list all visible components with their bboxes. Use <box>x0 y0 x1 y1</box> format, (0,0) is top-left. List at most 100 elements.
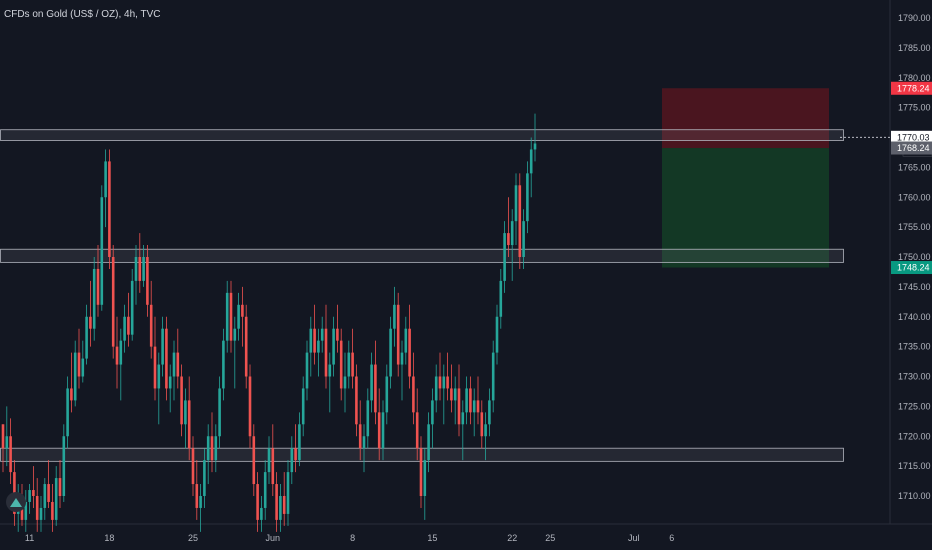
candle <box>108 149 111 269</box>
candle <box>187 376 191 461</box>
candle-body <box>24 501 28 520</box>
candle <box>336 304 339 353</box>
candle-body <box>115 346 119 365</box>
candle <box>96 245 100 317</box>
support-resistance-zone-1[interactable] <box>0 129 844 141</box>
candle <box>119 328 123 401</box>
candle-body <box>203 460 206 496</box>
candle-body <box>339 340 343 389</box>
candle <box>529 137 533 198</box>
time-tick-label: 11 <box>25 533 34 543</box>
candle <box>298 412 301 467</box>
candle <box>172 340 176 401</box>
candle <box>343 352 347 413</box>
candle-body <box>355 376 358 425</box>
candle-body <box>5 436 9 449</box>
candle <box>252 424 256 496</box>
candle <box>286 460 290 526</box>
candle-body <box>149 304 153 347</box>
price-tick-label: 1765.00 <box>898 162 931 172</box>
candle-body <box>32 490 35 496</box>
candle-body <box>305 352 309 389</box>
tradingview-logo[interactable] <box>6 492 26 512</box>
candle <box>488 388 491 437</box>
stop-price-badge: 1778.24 <box>897 83 930 93</box>
candle <box>332 316 335 377</box>
candle <box>237 292 240 341</box>
candle-body <box>465 388 468 413</box>
candle <box>81 340 85 383</box>
candle-body <box>328 364 332 377</box>
candle <box>438 352 442 401</box>
candle <box>127 292 130 347</box>
candle-body <box>507 233 510 246</box>
candle <box>393 286 396 347</box>
candle <box>389 316 392 389</box>
candle <box>58 460 62 508</box>
candle <box>92 257 96 341</box>
candle-body <box>104 161 107 198</box>
candle-body <box>529 149 533 174</box>
candle <box>366 388 370 449</box>
candle <box>457 364 461 437</box>
price-tick-label: 1730.00 <box>898 372 931 382</box>
candle-body <box>168 376 172 389</box>
candle <box>104 149 107 228</box>
candle <box>191 436 195 496</box>
target-price-badge: 1748.24 <box>897 263 930 273</box>
candle-body <box>499 280 503 317</box>
candle <box>5 406 9 467</box>
take-profit-zone[interactable] <box>662 148 829 268</box>
candle-body <box>442 376 446 389</box>
time-tick-label: 25 <box>545 533 555 543</box>
candle-body <box>81 358 85 377</box>
price-tick-label: 1715.00 <box>898 461 931 471</box>
candle <box>70 352 73 413</box>
price-tick-label: 1785.00 <box>898 43 931 53</box>
candle <box>157 352 161 425</box>
support-resistance-zone-2[interactable] <box>0 248 844 263</box>
candle <box>533 113 537 162</box>
candle <box>480 400 484 449</box>
candle <box>233 316 237 389</box>
candle-body <box>73 352 77 401</box>
candle-body <box>408 328 411 377</box>
candle <box>381 400 385 461</box>
candle <box>149 280 153 359</box>
candle-body <box>336 328 339 341</box>
time-tick-label: 22 <box>507 533 517 543</box>
candle-body <box>503 233 506 281</box>
candle-body <box>157 364 161 389</box>
candle <box>404 316 408 365</box>
candle <box>85 304 88 365</box>
candle-body <box>191 448 195 485</box>
candle-body <box>187 400 191 449</box>
entry-price-badge-bg <box>891 141 932 155</box>
candle-body <box>225 292 229 341</box>
candle-body <box>419 448 423 496</box>
candle-body <box>495 316 499 353</box>
candle <box>35 478 39 532</box>
candle-body <box>172 352 176 377</box>
candle <box>476 376 480 425</box>
candle <box>176 328 180 389</box>
stop-loss-zone[interactable] <box>662 88 829 149</box>
candle-body <box>381 412 385 449</box>
candle-body <box>161 328 164 365</box>
candle <box>248 364 252 449</box>
candle-body <box>423 460 427 496</box>
candle <box>218 376 221 449</box>
price-tick-label: 1760.00 <box>898 192 931 202</box>
candle-body <box>282 496 286 514</box>
candle-body <box>526 173 529 222</box>
candle-body <box>260 507 263 520</box>
candle-body <box>134 257 138 281</box>
candle <box>469 376 472 425</box>
candle-body <box>472 400 476 413</box>
candle <box>206 424 210 485</box>
candle <box>282 472 286 526</box>
price-tick-label: 1710.00 <box>898 491 931 501</box>
candle-body <box>237 304 240 329</box>
candle-body <box>43 484 47 508</box>
